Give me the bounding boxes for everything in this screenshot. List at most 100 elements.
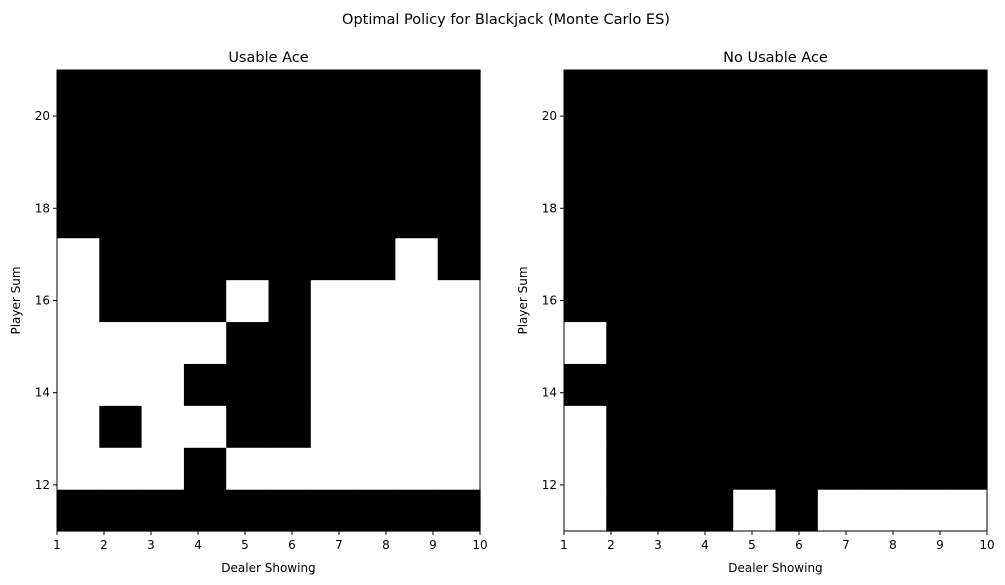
heatmap-cell (183, 111, 227, 155)
heatmap-cell (902, 279, 946, 323)
y-tick-label: 14 (542, 386, 557, 400)
heatmap-cell (99, 70, 143, 113)
heatmap-cell (733, 363, 777, 406)
heatmap-cell (310, 153, 354, 197)
heatmap-cell (648, 363, 692, 406)
heatmap-cell (648, 321, 692, 364)
heatmap-cell (860, 195, 903, 239)
heatmap-cell (99, 447, 143, 490)
heatmap-cell (395, 153, 439, 197)
heatmap-cell (353, 195, 396, 239)
heatmap-cell (817, 237, 861, 281)
heatmap-cell (141, 489, 185, 532)
heatmap-cell (606, 279, 650, 323)
heatmap-cell (733, 111, 777, 155)
heatmap-cell (648, 70, 692, 113)
heatmap-cell (437, 153, 481, 197)
heatmap-cell (606, 70, 650, 113)
heatmap-cell (902, 405, 946, 448)
x-axis-label: Dealer Showing (728, 561, 822, 575)
heatmap-cell (733, 70, 777, 113)
heatmap-cell (775, 363, 819, 406)
heatmap-cell (817, 195, 861, 239)
x-axis-ticks: 1 2 3 4 5 6 7 8 9 10 (560, 531, 995, 552)
heatmap-cell (310, 405, 354, 448)
heatmap-cell (437, 111, 481, 155)
heatmap-cell (775, 321, 819, 364)
heatmap-cell (944, 363, 988, 406)
heatmap-cell (353, 489, 396, 532)
heatmap-cell (690, 405, 734, 448)
heatmap-cell (268, 70, 312, 113)
figure-title: Optimal Policy for Blackjack (Monte Carl… (342, 12, 670, 28)
heatmap-cell (944, 279, 988, 323)
heatmap-cell (690, 447, 734, 490)
heatmap-cell (944, 447, 988, 490)
heatmap-cell (690, 237, 734, 281)
x-tick-label: 4 (701, 538, 709, 552)
heatmap-cell (99, 405, 143, 448)
heatmap-cell (775, 195, 819, 239)
heatmap-cell (860, 279, 903, 323)
heatmap-cell (860, 363, 903, 406)
heatmap-cell (860, 237, 903, 281)
heatmap-cell (648, 489, 692, 532)
heatmap-cell (57, 279, 100, 323)
heatmap-cell (944, 111, 988, 155)
heatmap-cell (141, 321, 185, 364)
y-tick-label: 18 (35, 201, 50, 215)
heatmap-cell (268, 405, 312, 448)
heatmap-cell (395, 363, 439, 406)
heatmap-cell (226, 111, 270, 155)
x-tick-label: 5 (748, 538, 756, 552)
heatmap-cell (437, 489, 481, 532)
heatmap-cell (437, 237, 481, 281)
heatmap-cell (57, 237, 100, 281)
heatmap-cell (817, 70, 861, 113)
heatmap-cell (902, 153, 946, 197)
heatmap-cell (733, 195, 777, 239)
heatmap-cell (99, 363, 143, 406)
heatmap-cell (57, 321, 100, 364)
y-tick-label: 12 (35, 478, 50, 492)
heatmap-cell (57, 195, 100, 239)
heatmap-cell (606, 363, 650, 406)
heatmap-cell (268, 111, 312, 155)
heatmap-cell (437, 321, 481, 364)
y-tick-label: 14 (35, 386, 50, 400)
heatmap-cell (437, 195, 481, 239)
heatmap-cell (817, 405, 861, 448)
heatmap-cell (860, 489, 903, 532)
heatmap-cell (817, 363, 861, 406)
heatmap-cell (226, 363, 270, 406)
heatmap-cell (564, 363, 607, 406)
x-axis-label: Dealer Showing (221, 561, 315, 575)
heatmap-cell (564, 111, 607, 155)
heatmap-cell (944, 70, 988, 113)
x-tick-label: 9 (429, 538, 437, 552)
heatmap-cell (944, 405, 988, 448)
heatmap-cell (437, 363, 481, 406)
heatmap-cell (395, 279, 439, 323)
heatmap-cells (564, 70, 988, 532)
heatmap-cell (226, 195, 270, 239)
heatmap-cell (353, 363, 396, 406)
y-axis-label: Player Sum (9, 266, 23, 334)
heatmap-cell (310, 70, 354, 113)
heatmap-cell (310, 363, 354, 406)
heatmap-cell (183, 237, 227, 281)
heatmap-cell (226, 405, 270, 448)
heatmap-cell (99, 195, 143, 239)
heatmap-cell (902, 363, 946, 406)
heatmap-cell (902, 237, 946, 281)
heatmap-cell (564, 447, 607, 490)
y-axis-ticks: 12 14 16 18 20 (35, 109, 57, 492)
heatmap-cell (99, 153, 143, 197)
heatmap-cell (353, 405, 396, 448)
x-tick-label: 10 (979, 538, 994, 552)
heatmap-cell (141, 153, 185, 197)
heatmap-cell (860, 153, 903, 197)
heatmap-cell (817, 489, 861, 532)
heatmap-cell (57, 405, 100, 448)
